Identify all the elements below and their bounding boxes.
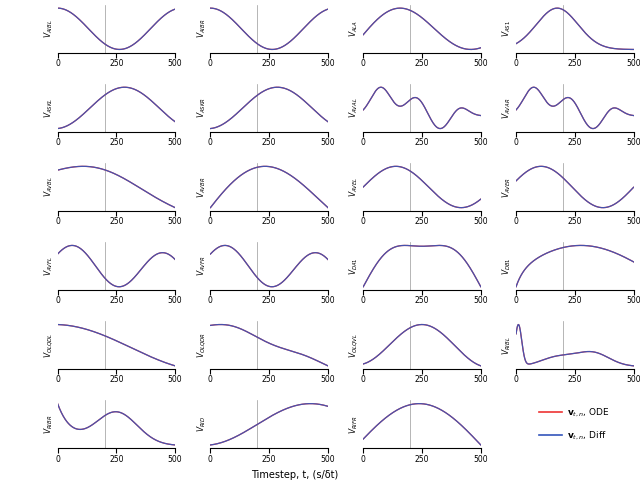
Y-axis label: $V_{\it{AVER}}$: $V_{\it{AVER}}$ <box>500 176 513 198</box>
Y-axis label: $V_{\it{AVAL}}$: $V_{\it{AVAL}}$ <box>348 97 360 118</box>
Y-axis label: $V_{\it{AVEL}}$: $V_{\it{AVEL}}$ <box>348 177 360 197</box>
Y-axis label: $V_{\it{OLQDR}}$: $V_{\it{OLQDR}}$ <box>195 332 207 358</box>
Y-axis label: $V_{\it{AIBL}}$: $V_{\it{AIBL}}$ <box>42 19 55 38</box>
Y-axis label: $V_{\it{RIBR}}$: $V_{\it{RIBR}}$ <box>42 415 55 434</box>
Y-axis label: $V_{\it{OLQVL}}$: $V_{\it{OLQVL}}$ <box>348 333 360 358</box>
Y-axis label: $V_{\it{DB1}}$: $V_{\it{DB1}}$ <box>500 257 513 275</box>
Y-axis label: $V_{\it{DA1}}$: $V_{\it{DA1}}$ <box>348 257 360 275</box>
Y-axis label: $V_{\it{ALA}}$: $V_{\it{ALA}}$ <box>348 20 360 38</box>
Y-axis label: $V_{\it{AVBL}}$: $V_{\it{AVBL}}$ <box>42 176 55 198</box>
Y-axis label: $V_{\it{AIBR}}$: $V_{\it{AIBR}}$ <box>195 19 207 39</box>
Y-axis label: $V_{\it{RIFR}}$: $V_{\it{RIFR}}$ <box>348 415 360 434</box>
Y-axis label: $V_{\it{OLQDL}}$: $V_{\it{OLQDL}}$ <box>42 333 55 358</box>
Y-axis label: $V_{\it{AVBR}}$: $V_{\it{AVBR}}$ <box>195 176 207 198</box>
Y-axis label: $V_{\it{AS1}}$: $V_{\it{AS1}}$ <box>500 20 513 37</box>
Y-axis label: $V_{\it{AVFL}}$: $V_{\it{AVFL}}$ <box>42 256 55 276</box>
Y-axis label: $V_{\it{ASKL}}$: $V_{\it{ASKL}}$ <box>42 98 55 118</box>
Text: Timestep, t, (s/δt): Timestep, t, (s/δt) <box>251 469 338 480</box>
Y-axis label: $V_{\it{AVAR}}$: $V_{\it{AVAR}}$ <box>500 97 513 119</box>
Y-axis label: $V_{\it{ASKR}}$: $V_{\it{ASKR}}$ <box>195 97 207 119</box>
Y-axis label: $V_{\it{RIBL}}$: $V_{\it{RIBL}}$ <box>500 336 513 355</box>
Y-axis label: $V_{\it{AVFR}}$: $V_{\it{AVFR}}$ <box>195 255 207 277</box>
Y-axis label: $V_{\it{RID}}$: $V_{\it{RID}}$ <box>195 416 207 432</box>
Legend: $\mathbf{v}_{t,n}$, ODE, $\mathbf{v}_{t,n}$, Diff: $\mathbf{v}_{t,n}$, ODE, $\mathbf{v}_{t,… <box>536 403 614 445</box>
